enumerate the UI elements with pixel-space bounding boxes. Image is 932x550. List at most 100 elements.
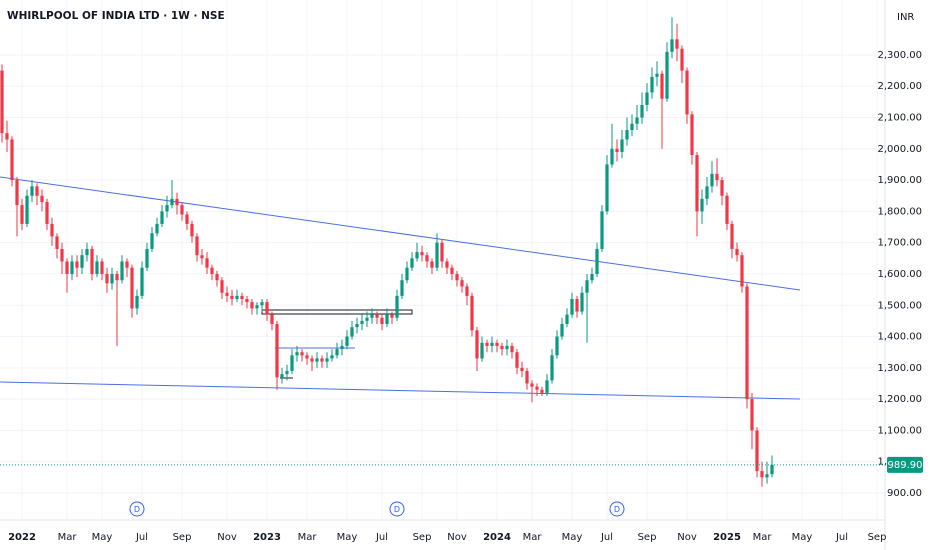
chart-title: WHIRLPOOL OF INDIA LTD · 1W · NSE xyxy=(7,10,225,22)
candle-body xyxy=(255,305,259,309)
candle-body xyxy=(770,464,774,475)
candle-body xyxy=(580,292,584,312)
candle-body xyxy=(145,248,149,268)
candle-body xyxy=(140,267,144,296)
candle-body xyxy=(260,302,264,306)
candle-body xyxy=(180,205,184,215)
x-tick-label: Sep xyxy=(173,532,192,543)
candle-body xyxy=(665,51,669,99)
candle-body xyxy=(95,261,99,274)
candle-body xyxy=(630,123,634,131)
candle-body xyxy=(395,295,399,318)
candle-body xyxy=(105,273,109,284)
trend-line xyxy=(0,176,801,291)
candle-body xyxy=(545,380,549,393)
candle-body xyxy=(440,242,444,262)
candle-body xyxy=(230,295,234,300)
candle-body xyxy=(715,173,719,181)
candle-body xyxy=(360,320,364,325)
candle-body xyxy=(250,302,254,309)
candle-body xyxy=(350,327,354,337)
candle-body xyxy=(590,273,594,281)
candle-body xyxy=(270,314,274,325)
x-tick-label: Nov xyxy=(677,532,697,543)
x-tick-label: Nov xyxy=(217,532,237,543)
x-tick-label: Sep xyxy=(413,532,432,543)
candle-body xyxy=(480,342,484,359)
y-tick-label: 1,700.00 xyxy=(877,238,922,249)
x-tick-label: Mar xyxy=(523,532,543,543)
candle-body xyxy=(315,358,319,362)
candle-body xyxy=(25,195,29,224)
candle-body xyxy=(495,342,499,346)
x-tick-label: Mar xyxy=(753,532,773,543)
candle-body xyxy=(305,355,309,359)
candle-body xyxy=(165,205,169,212)
candle-body xyxy=(60,248,64,262)
x-tick-label: 2024 xyxy=(483,532,511,543)
x-tick-label: Jul xyxy=(835,532,848,543)
candle-body xyxy=(70,261,74,274)
candle-body xyxy=(755,430,759,472)
candle-body xyxy=(375,314,379,318)
x-tick-label: Mar xyxy=(58,532,78,543)
candle-body xyxy=(5,133,9,140)
candle-body xyxy=(605,164,609,212)
y-tick-label: 1,900.00 xyxy=(877,175,922,186)
candle-body xyxy=(475,330,479,359)
candle-body xyxy=(640,105,644,118)
candle-body xyxy=(385,314,389,325)
candle-body xyxy=(670,39,674,52)
candle-body xyxy=(750,399,754,431)
candle-body xyxy=(20,205,24,224)
last-price-label: 989.90 xyxy=(888,460,923,471)
x-tick-label: May xyxy=(792,532,813,543)
x-tick-label: Jul xyxy=(135,532,148,543)
y-tick-label: 2,000.00 xyxy=(877,144,922,155)
candle-body xyxy=(130,267,134,309)
candle-body xyxy=(370,314,374,318)
candle-body xyxy=(485,342,489,346)
event-label: D xyxy=(394,505,400,514)
candle-body xyxy=(300,352,304,356)
candle-body xyxy=(700,198,704,212)
candle-body xyxy=(530,383,534,387)
candle-body xyxy=(645,92,649,106)
candle-body xyxy=(660,73,664,99)
candle-body xyxy=(400,280,404,296)
candle-body xyxy=(570,299,574,315)
candle-body xyxy=(490,342,494,346)
candle-body xyxy=(200,255,204,259)
candle-body xyxy=(40,195,44,203)
candle-body xyxy=(445,261,449,268)
candle-body xyxy=(345,336,349,346)
candle-body xyxy=(325,358,329,362)
candle-body xyxy=(460,280,464,287)
x-tick-label: Jul xyxy=(375,532,388,543)
candle-body xyxy=(265,302,269,315)
candle-body xyxy=(710,173,714,187)
candle-body xyxy=(100,261,104,274)
candle-body xyxy=(335,349,339,356)
y-tick-label: 2,200.00 xyxy=(877,81,922,92)
candle-body xyxy=(205,258,209,268)
candle-body xyxy=(540,389,544,393)
y-tick-label: 2,300.00 xyxy=(877,50,922,61)
candle-body xyxy=(695,155,699,212)
candle-body xyxy=(500,345,504,350)
candle-body xyxy=(380,317,384,325)
x-tick-label: 2025 xyxy=(713,532,741,543)
candle-body xyxy=(520,367,524,371)
candle-body xyxy=(35,186,39,196)
x-tick-label: Sep xyxy=(638,532,657,543)
x-tick-label: Sep xyxy=(868,532,887,543)
y-tick-label: 1,400.00 xyxy=(877,332,922,343)
candle-body xyxy=(235,295,239,300)
candle-body xyxy=(290,355,294,371)
candle-body xyxy=(390,314,394,318)
event-marker xyxy=(129,501,145,517)
candle-body xyxy=(535,386,539,390)
candle-body xyxy=(705,186,709,199)
candle-body xyxy=(210,267,214,274)
candle-body xyxy=(0,70,4,134)
